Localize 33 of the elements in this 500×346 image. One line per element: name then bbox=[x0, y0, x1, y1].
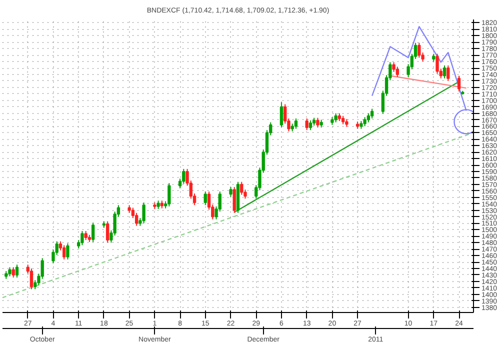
candlestick bbox=[30, 268, 34, 290]
candlestick bbox=[316, 117, 320, 128]
candlestick bbox=[308, 120, 312, 131]
candlestick bbox=[62, 244, 66, 260]
candlestick bbox=[436, 53, 439, 74]
candlestick bbox=[8, 266, 12, 277]
candlestick bbox=[396, 66, 399, 78]
candlestick bbox=[370, 108, 374, 119]
candlestick bbox=[182, 168, 186, 184]
candlestick bbox=[334, 112, 338, 123]
candlestick bbox=[12, 266, 15, 278]
candlestick bbox=[106, 220, 110, 244]
candlestick bbox=[457, 75, 461, 92]
candlestick bbox=[232, 186, 236, 214]
candlestick bbox=[15, 264, 19, 278]
candlestick bbox=[229, 186, 232, 198]
candlestick bbox=[91, 222, 95, 242]
candlestick bbox=[280, 102, 284, 128]
candlestick bbox=[142, 202, 146, 224]
candlestick bbox=[446, 64, 450, 82]
candlestick bbox=[204, 191, 207, 206]
candlestick bbox=[66, 242, 70, 260]
candlestick bbox=[40, 258, 44, 280]
candlestick bbox=[305, 118, 308, 131]
candlestick bbox=[418, 42, 421, 58]
candlestick bbox=[294, 118, 298, 130]
candlestick bbox=[168, 182, 171, 207]
candlestick bbox=[240, 181, 244, 196]
candlestick bbox=[366, 112, 370, 123]
candlestick bbox=[80, 230, 84, 246]
candlestick bbox=[363, 116, 366, 127]
candlestick bbox=[442, 64, 446, 79]
candlestick bbox=[84, 230, 88, 241]
